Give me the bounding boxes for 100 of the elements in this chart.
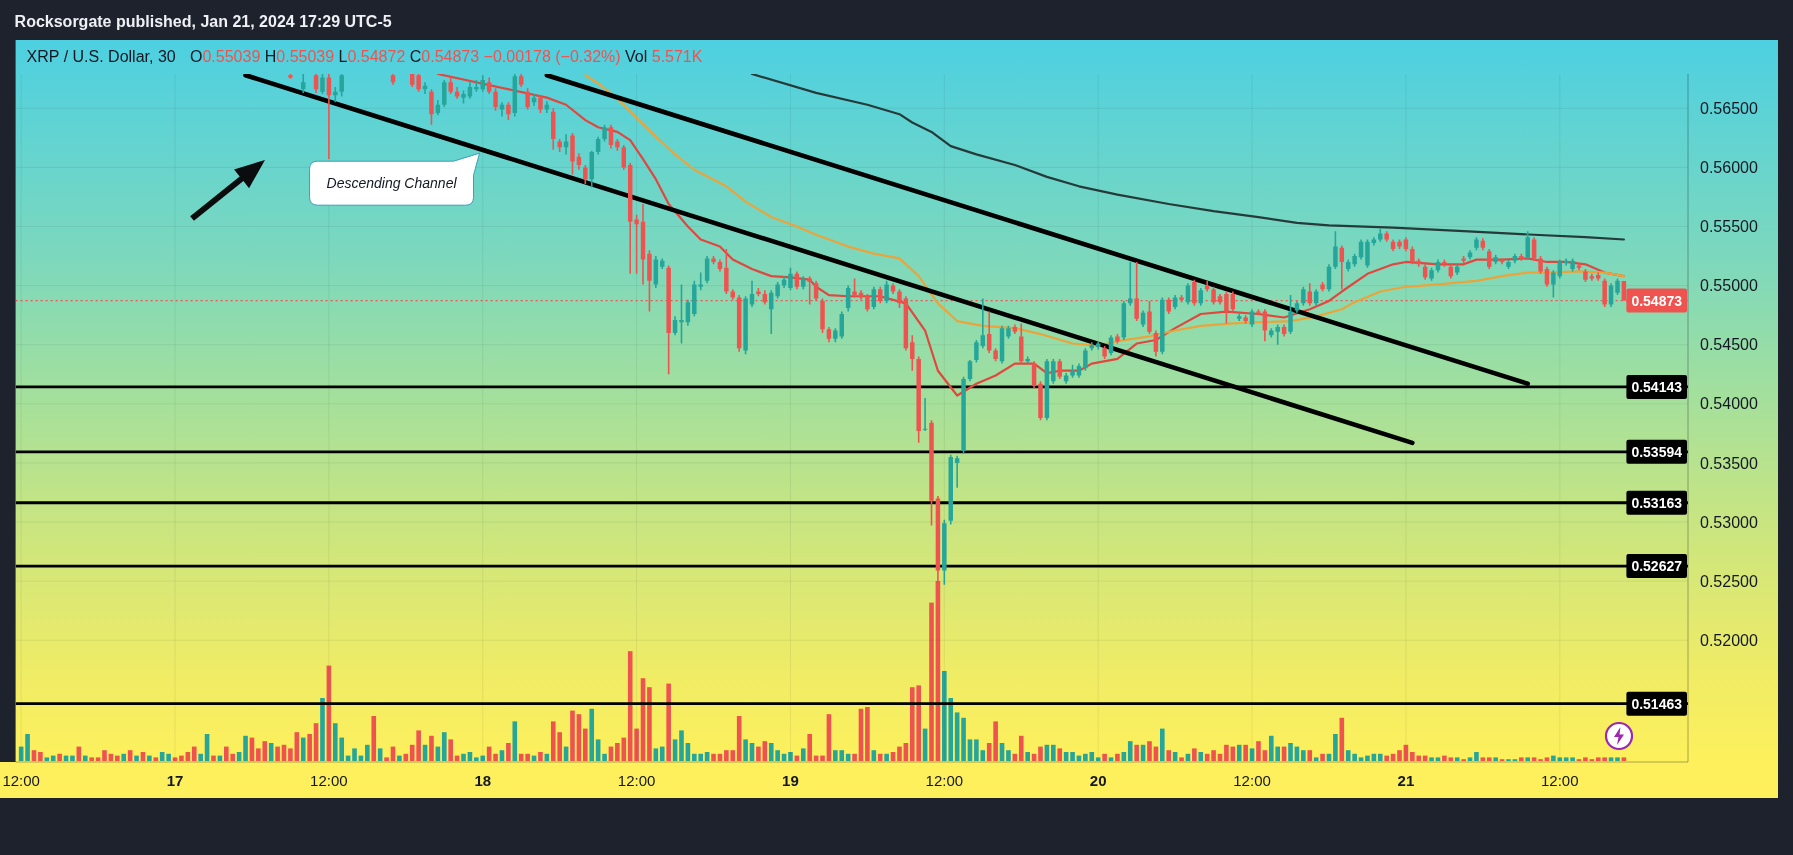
bar xyxy=(1006,750,1011,761)
x-tick-label: 17 xyxy=(166,772,184,789)
bar xyxy=(1198,752,1204,761)
candlestick xyxy=(1563,258,1569,266)
bar xyxy=(653,748,659,761)
ref-line-label: 0.51463 xyxy=(1631,695,1683,712)
y-tick-label: 0.52500 xyxy=(1700,572,1758,590)
candlestick xyxy=(954,455,960,488)
bar xyxy=(50,755,56,761)
bar xyxy=(1583,757,1588,761)
text: Rocksorgate published, Jan 21, 2024 17:29 UTC-5 xyxy=(14,13,392,30)
bar xyxy=(82,755,88,761)
candlestick xyxy=(288,74,293,79)
bar xyxy=(679,730,684,761)
bar xyxy=(1179,757,1184,761)
bar xyxy=(1615,757,1620,761)
bar xyxy=(198,753,203,761)
bar xyxy=(1333,734,1338,761)
bar xyxy=(1544,757,1550,761)
bar xyxy=(1256,741,1261,761)
bar xyxy=(38,752,43,761)
bar xyxy=(191,746,197,761)
y-tick-label: 0.56000 xyxy=(1700,158,1758,176)
ref-line-label: 0.52627 xyxy=(1631,558,1683,575)
bar xyxy=(1057,748,1063,761)
bar xyxy=(512,721,518,761)
bar xyxy=(57,753,62,761)
bar xyxy=(1301,750,1306,761)
bar xyxy=(95,757,101,761)
line-series xyxy=(584,74,1625,347)
annotation: Descending Channel xyxy=(326,175,458,192)
bar xyxy=(807,734,813,761)
bar xyxy=(307,734,312,761)
bar xyxy=(320,698,325,761)
candlestick xyxy=(1499,258,1505,265)
bar xyxy=(1480,757,1486,761)
bar xyxy=(884,753,889,761)
bar xyxy=(121,753,127,761)
x-tick-label: 19 xyxy=(782,772,799,789)
bar xyxy=(441,732,447,761)
bar xyxy=(147,755,152,761)
bar xyxy=(1288,743,1293,761)
bar xyxy=(25,734,30,761)
candlestick xyxy=(1589,273,1595,281)
bar xyxy=(1397,750,1402,761)
candlestick xyxy=(910,335,915,371)
ref-line-label: 0.53594 xyxy=(1631,443,1683,460)
bar xyxy=(1095,757,1101,761)
bar xyxy=(1211,750,1216,761)
bar xyxy=(1025,752,1030,761)
bar xyxy=(70,755,75,761)
bar xyxy=(800,748,806,761)
bar xyxy=(820,755,825,761)
x-tick-label: 12:00 xyxy=(1541,772,1579,789)
bar xyxy=(743,739,748,761)
bar xyxy=(371,716,377,761)
bar xyxy=(1236,744,1242,761)
bar xyxy=(1307,750,1313,761)
bar xyxy=(1320,753,1325,761)
bar xyxy=(153,757,159,761)
bar xyxy=(1519,757,1524,761)
bar xyxy=(397,755,402,761)
bar xyxy=(1621,757,1627,761)
bar xyxy=(44,757,50,761)
bar xyxy=(589,708,595,761)
bar xyxy=(659,746,665,761)
bar xyxy=(1454,757,1460,761)
bar xyxy=(1115,753,1120,761)
y-tick-label: 0.55500 xyxy=(1700,218,1758,236)
bar xyxy=(1249,748,1255,761)
x-tick-label: 12:00 xyxy=(2,772,40,789)
bar xyxy=(1493,757,1498,761)
bar xyxy=(211,755,216,761)
bar xyxy=(1018,735,1024,761)
ref-line-label: 0.54873 xyxy=(1631,292,1683,309)
bar xyxy=(1365,755,1370,761)
candlestick xyxy=(922,397,928,431)
bar xyxy=(1429,757,1434,761)
bar xyxy=(1467,757,1473,761)
bar xyxy=(852,753,857,761)
bar xyxy=(172,757,178,761)
bar xyxy=(1435,757,1441,761)
bar xyxy=(1127,741,1133,761)
bar xyxy=(384,757,389,761)
ref-line-label: 0.54143 xyxy=(1631,378,1683,395)
x-tick-label: 20 xyxy=(1089,772,1107,789)
bar xyxy=(1224,744,1229,761)
bar xyxy=(365,744,370,761)
bar xyxy=(115,755,120,761)
x-tick-label: 12:00 xyxy=(310,772,348,789)
bar xyxy=(179,755,184,761)
y-tick-label: 0.53000 xyxy=(1700,513,1758,531)
y-tick-label: 0.56500 xyxy=(1700,99,1758,117)
y-tick-label: 0.53500 xyxy=(1700,454,1758,472)
bar xyxy=(1166,750,1172,761)
x-tick-label: 18 xyxy=(474,772,492,789)
bar xyxy=(1192,748,1197,761)
bar xyxy=(352,748,357,761)
x-tick-label: 12:00 xyxy=(1233,772,1271,789)
bar xyxy=(1474,752,1479,761)
